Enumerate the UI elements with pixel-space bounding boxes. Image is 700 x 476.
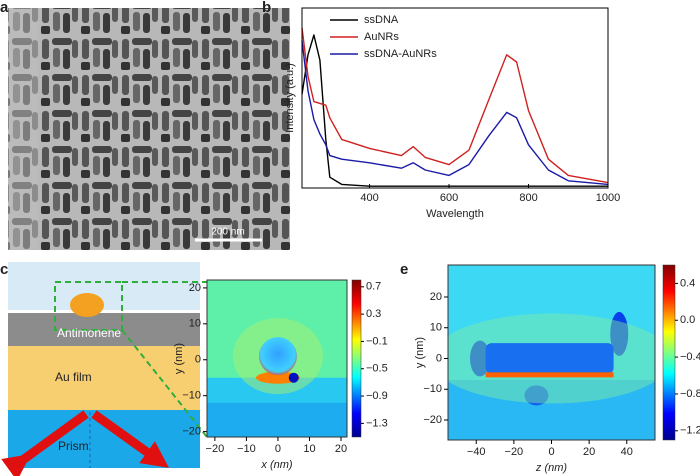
tem-image bbox=[8, 8, 290, 250]
x-tick-label: 1000 bbox=[596, 192, 620, 204]
zoom-line bbox=[121, 329, 208, 438]
field-map bbox=[207, 280, 347, 437]
layer-gap bbox=[8, 310, 200, 313]
scale-bar-label: 200 nm bbox=[211, 227, 244, 238]
panel-label: e bbox=[400, 261, 408, 278]
field-lower bbox=[448, 380, 655, 440]
dark-spot bbox=[288, 372, 299, 383]
layer-au bbox=[8, 346, 200, 410]
plot-frame bbox=[206, 279, 348, 438]
x-axis-label: z (nm) bbox=[535, 462, 568, 474]
field-map bbox=[448, 265, 655, 440]
y-axis-label: y (nm) bbox=[173, 343, 185, 374]
x-tick-label: 40 bbox=[621, 446, 633, 458]
particle-field bbox=[258, 337, 297, 376]
x-tick-label: 20 bbox=[583, 446, 595, 458]
x-tick-label: 400 bbox=[360, 192, 378, 204]
x-tick-label: −20 bbox=[206, 443, 225, 455]
y-tick-label: −10 bbox=[423, 383, 442, 395]
y-tick-label: 20 bbox=[189, 282, 201, 294]
colorbar-tick-label: −1.2 bbox=[680, 425, 700, 437]
y-tick-label: −20 bbox=[423, 414, 442, 426]
x-axis-label: x (nm) bbox=[260, 459, 293, 471]
colorbar-tick-label: −0.1 bbox=[366, 335, 388, 347]
hot-spot bbox=[255, 371, 300, 384]
colorbar-tick-label: −0.9 bbox=[366, 390, 388, 402]
colorbar-tick-label: 0.3 bbox=[366, 308, 381, 320]
series-line bbox=[301, 27, 609, 184]
y-tick-label: 10 bbox=[189, 318, 201, 330]
legend-label: AuNRs bbox=[364, 31, 399, 43]
x-tick-label: −10 bbox=[237, 443, 256, 455]
x-tick-label: 600 bbox=[440, 192, 458, 204]
hot-band bbox=[485, 372, 614, 378]
layer-label: Prism bbox=[58, 439, 89, 453]
tem-edge bbox=[8, 8, 38, 250]
reflected-beam bbox=[91, 410, 169, 468]
x-tick-label: 0 bbox=[275, 443, 281, 455]
zoom-box bbox=[54, 281, 123, 331]
colorbar-tick-label: 0.7 bbox=[366, 281, 381, 293]
y-tick-label: 10 bbox=[430, 322, 442, 334]
series-line bbox=[301, 34, 608, 187]
y-tick-label: −10 bbox=[182, 390, 201, 402]
colorbar-tick-label: 0.0 bbox=[680, 314, 695, 326]
colorbar bbox=[351, 279, 362, 438]
diagram: Antimonene Au film Prism bbox=[1, 262, 208, 476]
colorbar-tick-label: −0.4 bbox=[680, 351, 700, 363]
panel-label: a bbox=[0, 0, 9, 16]
y-tick-label: 20 bbox=[430, 291, 442, 303]
dark-lobe bbox=[469, 340, 490, 377]
y-axis-label: Intensity (a.u.) bbox=[284, 63, 296, 133]
colorbar-tick-label: 0.4 bbox=[680, 277, 695, 289]
x-tick-label: −40 bbox=[467, 446, 486, 458]
y-tick-label: 0 bbox=[436, 352, 442, 364]
colorbar-tick-label: −0.5 bbox=[366, 363, 388, 375]
x-tick-label: −20 bbox=[505, 446, 524, 458]
y-tick-label: −20 bbox=[182, 426, 201, 438]
field-deep bbox=[207, 402, 347, 437]
x-axis-label: Wavelength bbox=[426, 208, 484, 220]
legend-label: ssDNA-AuNRs bbox=[364, 48, 437, 60]
x-tick-label: 10 bbox=[303, 443, 315, 455]
incident-beam bbox=[1, 410, 89, 476]
layer-air bbox=[8, 262, 200, 310]
y-tick-label: 0 bbox=[195, 354, 201, 366]
layer-label: Au film bbox=[55, 370, 92, 384]
colorbar-tick-label: −0.8 bbox=[680, 388, 700, 400]
layer-label: Antimonene bbox=[57, 326, 121, 340]
particle bbox=[70, 293, 104, 317]
dark-lobe bbox=[524, 385, 549, 406]
colorbar bbox=[662, 264, 676, 441]
dark-lobe bbox=[610, 311, 629, 356]
colorbar-tick-label: −1.3 bbox=[366, 417, 388, 429]
x-tick-label: 20 bbox=[335, 443, 347, 455]
panel-label: c bbox=[0, 261, 8, 278]
legend-label: ssDNA bbox=[364, 14, 399, 26]
series-line bbox=[301, 40, 609, 186]
rod-field bbox=[485, 343, 614, 374]
panel-label: b bbox=[262, 0, 271, 16]
plot-frame bbox=[301, 7, 609, 189]
y-axis-label: y (nm) bbox=[414, 337, 426, 368]
x-tick-label: 800 bbox=[519, 192, 537, 204]
x-tick-label: 0 bbox=[548, 446, 554, 458]
